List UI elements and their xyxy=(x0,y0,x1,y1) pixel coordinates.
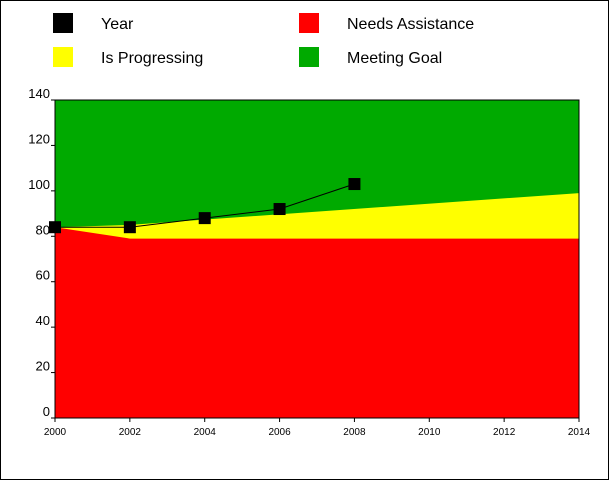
legend-swatch-needs-assistance xyxy=(299,13,319,33)
x-tick-label-2010: 2010 xyxy=(418,427,441,438)
y-tick-label-60: 60 xyxy=(36,268,50,283)
legend-label-needs-assistance: Needs Assistance xyxy=(347,16,474,33)
x-tick-label-2008: 2008 xyxy=(343,427,366,438)
axes: 0 20 40 60 80 100 120 140 2000 2002 2004 2006 2008 20… xyxy=(28,86,590,438)
legend-swatch-is-progressing xyxy=(53,47,73,67)
legend-swatch-meeting-goal xyxy=(299,47,319,67)
legend-label-year: Year xyxy=(101,16,134,33)
legend-label-meeting-goal: Meeting Goal xyxy=(347,50,442,67)
data-point-2002 xyxy=(123,221,136,234)
x-tick-label-2002: 2002 xyxy=(119,427,142,438)
x-tick-label-2000: 2000 xyxy=(44,427,67,438)
y-tick-label-100: 100 xyxy=(28,177,50,192)
area-bands xyxy=(55,100,579,418)
legend: Year Needs Assistance Is Progressing Meetin… xyxy=(53,13,474,67)
y-tick-label-120: 120 xyxy=(28,131,50,146)
data-point-2006 xyxy=(273,203,286,216)
x-tick-label-2014: 2014 xyxy=(568,427,591,438)
y-tick-label-20: 20 xyxy=(36,359,50,374)
legend-swatch-year xyxy=(53,13,73,33)
data-point-2000 xyxy=(49,221,61,234)
y-tick-label-80: 80 xyxy=(36,222,50,237)
x-tick-label-2006: 2006 xyxy=(268,427,291,438)
y-tick-label-40: 40 xyxy=(36,313,50,328)
y-tick-label-0: 0 xyxy=(43,404,50,419)
x-tick-label-2004: 2004 xyxy=(194,427,217,438)
year-series xyxy=(49,178,361,234)
plot-border xyxy=(54,99,580,419)
band-needs-assistance xyxy=(55,227,579,418)
y-tick-label-140: 140 xyxy=(28,86,50,101)
data-point-2004 xyxy=(198,212,211,225)
x-tick-label-2012: 2012 xyxy=(493,427,516,438)
data-point-2008 xyxy=(348,178,361,191)
legend-label-is-progressing: Is Progressing xyxy=(101,50,203,67)
